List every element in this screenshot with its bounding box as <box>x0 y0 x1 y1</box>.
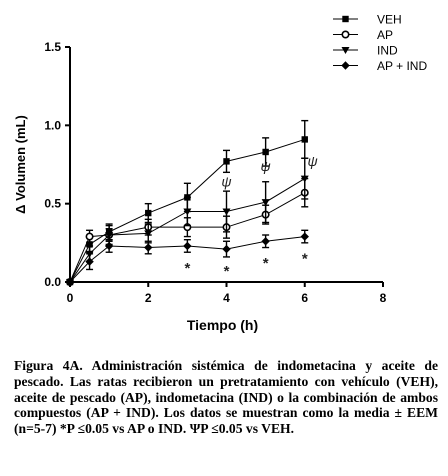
legend-label: AP <box>377 28 393 42</box>
legend-label: IND <box>377 44 398 58</box>
data-point <box>183 241 192 251</box>
series-line <box>69 236 305 283</box>
asterisk-annotation: * <box>263 255 269 272</box>
data-point <box>300 232 309 241</box>
series-layer <box>65 119 309 287</box>
y-axis-title: Δ Volumen (mL) <box>13 115 28 214</box>
legend-marker <box>341 61 350 70</box>
data-point <box>104 241 114 251</box>
data-point <box>261 199 270 207</box>
data-point <box>65 277 75 287</box>
data-point <box>105 232 114 239</box>
data-point <box>145 209 152 217</box>
data-point <box>261 237 270 246</box>
data-point <box>300 175 309 183</box>
x-tick-label: 8 <box>380 291 387 305</box>
legend-marker <box>341 47 350 54</box>
axes: 0 2 4 6 8 0.0 0.5 1.0 1.5 Tiempo (h) Δ Volumen (mL… <box>13 40 387 333</box>
annotation-layer: ψ ψ ψ * * * * <box>184 153 317 280</box>
data-point <box>301 136 308 143</box>
data-point <box>262 148 269 156</box>
data-point <box>86 241 93 248</box>
y-tick-label: 1.5 <box>44 40 61 54</box>
psi-annotation: ψ <box>261 158 271 174</box>
asterisk-annotation: * <box>184 260 190 277</box>
line-chart: 0 2 4 6 8 0.0 0.5 1.0 1.5 Tiempo (h) Δ Volumen (mL… <box>13 13 427 334</box>
x-tick-label: 2 <box>145 291 152 305</box>
figure-caption: Figura 4A. Administración sistémica de i… <box>14 358 438 437</box>
psi-annotation: ψ <box>221 173 231 189</box>
x-tick-label: 0 <box>67 291 74 305</box>
asterisk-annotation: * <box>302 250 308 267</box>
y-tick-label: 1.0 <box>44 118 61 132</box>
x-tick-label: 4 <box>223 291 230 305</box>
data-point <box>183 208 192 216</box>
series-ap-ind <box>65 229 309 287</box>
data-point <box>85 232 94 241</box>
x-tick-label: 6 <box>301 291 308 305</box>
data-point <box>85 257 94 266</box>
x-axis-title: Tiempo (h) <box>187 317 258 333</box>
data-point <box>223 158 230 165</box>
legend-label: VEH <box>377 13 402 27</box>
legend-marker <box>341 30 350 39</box>
data-point <box>222 244 231 254</box>
asterisk-annotation: * <box>224 263 230 280</box>
series-line <box>69 178 306 283</box>
y-tick-label: 0.5 <box>44 197 61 211</box>
y-tick-label: 0.0 <box>44 275 61 289</box>
data-point <box>222 208 231 216</box>
legend-label: AP + IND <box>377 59 427 73</box>
data-point <box>144 230 153 238</box>
data-point <box>144 243 153 252</box>
legend-marker <box>342 15 349 23</box>
psi-annotation: ψ <box>307 153 317 169</box>
